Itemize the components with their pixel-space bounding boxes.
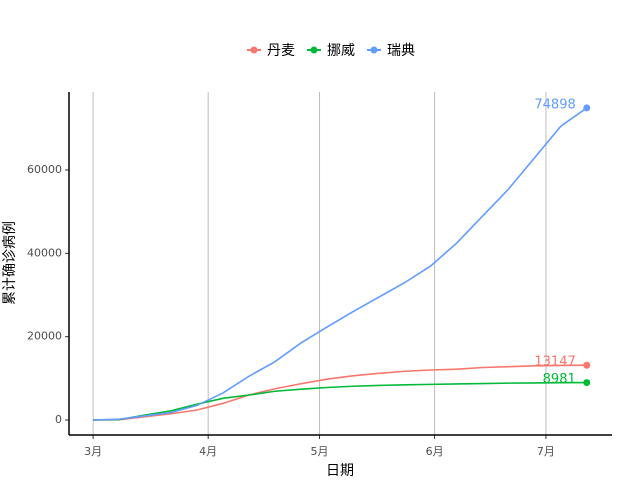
data-label: 13147	[534, 355, 575, 370]
x-tick-label: 5月	[311, 445, 329, 458]
data-label: 8981	[543, 372, 576, 387]
end-point	[583, 104, 591, 112]
x-tick-label: 6月	[426, 445, 444, 458]
legend-marker	[310, 46, 318, 54]
end-point	[583, 361, 591, 369]
y-axis-title: 累计确诊病例	[2, 221, 18, 305]
legend-marker	[250, 46, 258, 54]
legend-label: 挪威	[327, 43, 355, 59]
legend-marker	[370, 46, 378, 54]
x-tick-label: 3月	[84, 445, 102, 458]
end-point	[583, 379, 591, 387]
legend-label: 瑞典	[387, 43, 415, 59]
legend-label: 丹麦	[267, 43, 295, 59]
y-tick-label: 0	[55, 413, 62, 426]
series-line	[93, 364, 587, 421]
x-tick-label: 4月	[199, 445, 217, 458]
y-tick-label: 40000	[27, 246, 62, 259]
y-tick-label: 60000	[27, 163, 62, 176]
data-label: 74898	[534, 97, 575, 112]
x-axis-title: 日期	[326, 463, 354, 479]
series-line	[93, 107, 588, 421]
y-tick-label: 20000	[27, 330, 62, 343]
x-tick-label: 7月	[537, 445, 555, 458]
series-line	[93, 381, 587, 421]
